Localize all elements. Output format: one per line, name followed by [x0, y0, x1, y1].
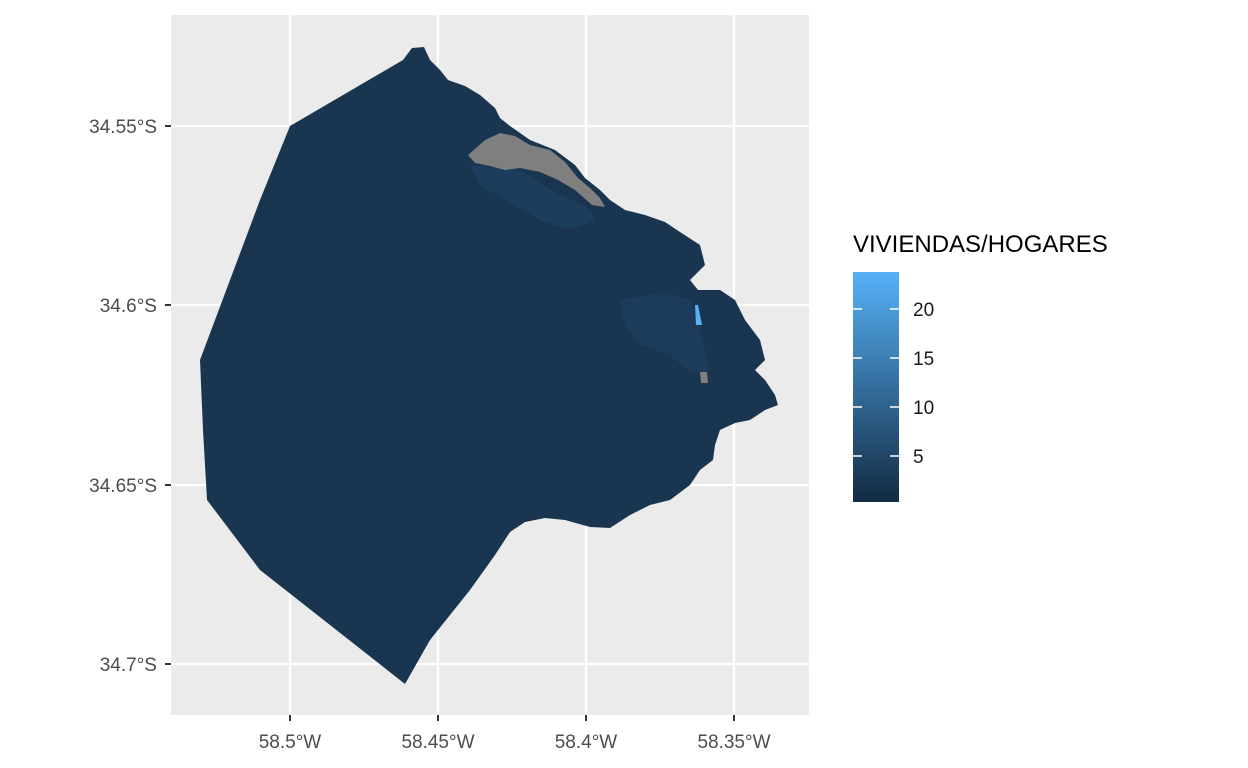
- legend-title: VIVIENDAS/HOGARES: [853, 231, 1108, 258]
- legend-label: 5: [913, 447, 924, 468]
- region-shade-patch-3: [380, 540, 470, 640]
- legend: VIVIENDAS/HOGARES 20 15 10 5: [853, 231, 1108, 502]
- y-tick-label: 34.6°S: [100, 296, 157, 317]
- region-shade-patch-2: [620, 292, 710, 372]
- legend-colorbar: [853, 272, 899, 502]
- legend-label: 20: [913, 300, 934, 321]
- high-value-block: [695, 305, 702, 325]
- x-tick-label: 58.5°W: [259, 732, 322, 753]
- y-tick-label: 34.7°S: [100, 655, 157, 676]
- x-tick-label: 58.35°W: [697, 732, 770, 753]
- y-tick-label: 34.55°S: [89, 117, 157, 138]
- missing-data-strip: [700, 372, 708, 383]
- legend-label: 10: [913, 398, 934, 419]
- x-tick-label: 58.45°W: [401, 732, 474, 753]
- city-region: [200, 47, 778, 684]
- missing-data-area: [468, 133, 605, 207]
- region-shade-patch-1: [470, 165, 595, 230]
- axis-ticks: [165, 125, 735, 721]
- region-main-polygon: [200, 47, 778, 684]
- y-tick-label: 34.65°S: [89, 476, 157, 497]
- x-tick-label: 58.4°W: [555, 732, 618, 753]
- legend-label: 15: [913, 349, 934, 370]
